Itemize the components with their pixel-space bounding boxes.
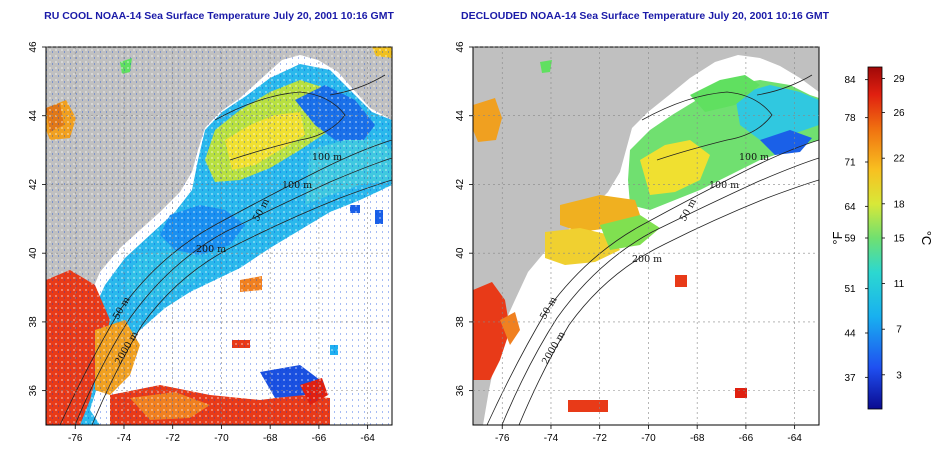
fahrenheit-tick-label: 71 [844,158,856,169]
x-tick-label: -66 [312,433,327,444]
left-map: 100 m 100 m 50 m 200 m 50 m 2000 m [46,47,392,425]
contour-label-100m-b: 100 m [709,180,739,191]
colorbar-celsius-ticks: 29 26 22 18 15 11 7 3 [882,74,905,381]
x-tick-label: -72 [592,433,607,444]
y-tick-label: 46 [28,41,39,53]
celsius-tick-label: 15 [893,234,905,245]
y-tick-label: 44 [28,110,39,122]
fahrenheit-tick-label: 78 [844,113,856,124]
y-tick-label: 40 [28,247,39,259]
x-tick-label: -74 [544,433,559,444]
left-y-axis: 36 38 40 42 44 46 [28,41,46,396]
celsius-tick-label: 26 [893,108,905,119]
land-mass [473,47,819,425]
bathymetry-contours [486,74,819,425]
fahrenheit-tick-label: 59 [844,234,856,245]
contour-label-100m-b: 100 m [282,180,312,191]
right-panel-title: DECLOUDED NOAA-14 Sea Surface Temperatur… [461,10,830,22]
celsius-tick-label: 7 [896,325,902,336]
fahrenheit-tick-label: 37 [844,373,856,384]
x-tick-label: -72 [165,433,180,444]
celsius-tick-label: 18 [893,199,905,210]
contour-label-200m: 200 m [196,244,226,255]
x-tick-label: -64 [787,433,802,444]
contour-label-100m-a: 100 m [312,152,342,163]
right-x-axis: -76 -74 -72 -70 -68 -66 -64 [495,425,802,444]
y-tick-label: 46 [455,41,466,53]
x-tick-label: -64 [360,433,375,444]
fahrenheit-tick-label: 64 [844,202,856,213]
right-grid [473,46,819,425]
celsius-tick-label: 29 [893,74,905,85]
x-tick-label: -68 [690,433,705,444]
left-x-axis: -76 -74 -72 -70 -68 -66 -64 [68,425,375,444]
right-map: 100 m 100 m 50 m 200 m 50 m 2000 m [473,47,819,425]
x-tick-label: -76 [68,433,83,444]
y-tick-label: 36 [28,385,39,397]
fahrenheit-tick-label: 84 [844,75,856,86]
fahrenheit-unit-label: °F [830,231,845,244]
fahrenheit-tick-label: 44 [844,329,856,340]
y-tick-label: 44 [455,110,466,122]
x-tick-label: -76 [495,433,510,444]
x-tick-label: -66 [739,433,754,444]
right-y-axis: 36 38 40 42 44 46 [455,41,473,396]
colorbar-fahrenheit-ticks: 84 78 71 64 59 51 44 37 [844,75,868,384]
y-tick-label: 42 [455,178,466,190]
right-map-frame [472,46,820,426]
celsius-unit-label: °C [919,231,934,246]
x-tick-label: -74 [117,433,132,444]
x-tick-label: -70 [214,433,229,444]
fahrenheit-tick-label: 51 [844,284,856,295]
bathymetry-contours [59,74,392,425]
celsius-tick-label: 11 [894,279,905,290]
left-grid [46,46,392,425]
y-tick-label: 38 [28,316,39,328]
temperature-colorbar [867,66,883,410]
left-map-frame [45,46,393,426]
y-tick-label: 40 [455,247,466,259]
y-tick-label: 42 [28,178,39,190]
x-tick-label: -70 [641,433,656,444]
contour-label-200m: 200 m [632,254,662,265]
y-tick-label: 38 [455,316,466,328]
contour-label-100m-a: 100 m [739,152,769,163]
celsius-tick-label: 3 [896,370,902,381]
x-tick-label: -68 [263,433,278,444]
celsius-tick-label: 22 [893,154,905,165]
y-tick-label: 36 [455,385,466,397]
left-panel-title: RU COOL NOAA-14 Sea Surface Temperature … [44,10,394,22]
